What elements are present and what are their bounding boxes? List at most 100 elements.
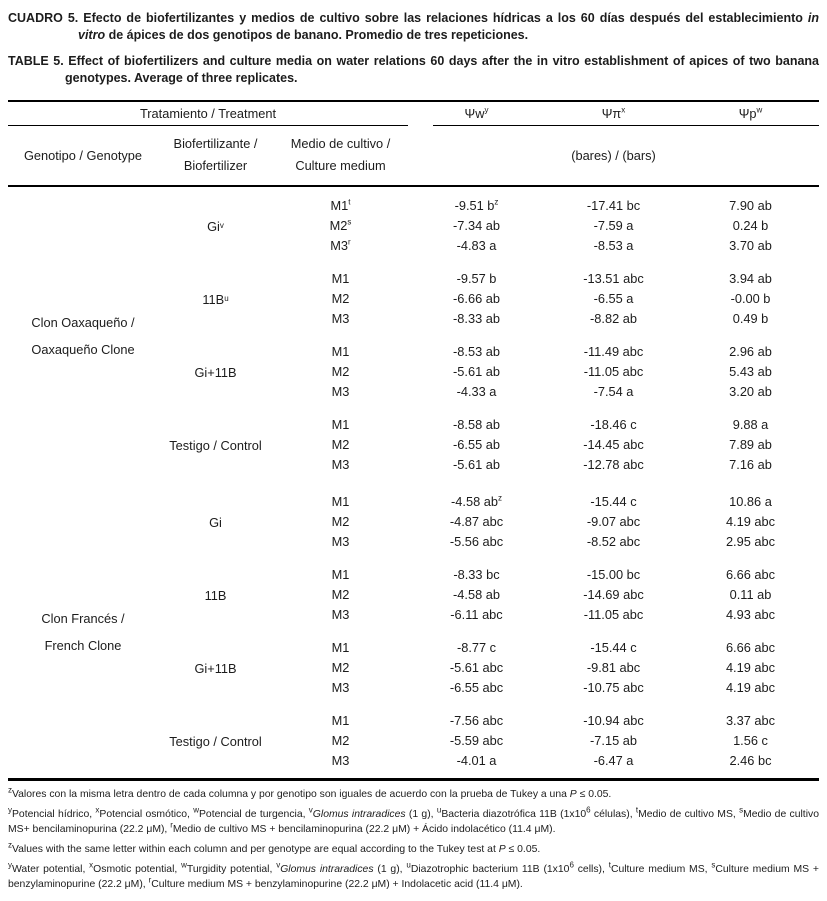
medium-cell: M1	[331, 271, 350, 286]
data-table: Tratamiento / Treatment Ψwy Ψπx Ψpw Geno…	[8, 100, 819, 781]
psi-w-cell: -8.33 bc	[453, 567, 500, 582]
psi-w-cell: -8.58 ab	[453, 417, 500, 432]
psi-pi-cell: -13.51 abc	[583, 271, 644, 286]
psi-p-cell: 7.90 ab	[729, 198, 772, 213]
medium-rows: M1 -8.33 bc -15.00 bc 6.66 abc M2 -4.58 ab -14…	[273, 565, 819, 625]
medium-rows: M1 -7.56 abc -10.94 abc 3.37 abc M2 -5.59 abc…	[273, 711, 819, 771]
psi-p-cell: 4.19 abc	[725, 680, 776, 695]
footnote-abbreviations-spanish: yPotencial hídrico, xPotencial osmótico,…	[8, 805, 819, 835]
psi-pi-cell: -6.47 a	[593, 753, 634, 768]
psi-p-cell: 7.16 ab	[729, 457, 772, 472]
medium-header-line1: Medio de cultivo /	[290, 136, 391, 151]
medium-cell: M2	[331, 364, 350, 379]
table-row: M3 -4.33 a -7.54 a 3.20 ab	[273, 382, 819, 402]
psi-p-cell: 3.20 ab	[729, 384, 772, 399]
psi-pi-cell: -15.44 c	[590, 494, 637, 509]
biofertilizer-label: 11B u	[202, 291, 229, 307]
treatment-block: Testigo / Control M1 -8.58 ab -18.46 c 9.88 …	[158, 415, 819, 475]
medium-cell: M1	[331, 494, 350, 509]
medium-cell: M1	[331, 640, 350, 655]
psi-w-cell: -4.01 a	[456, 753, 497, 768]
psi-p-cell: 1.56 c	[733, 733, 768, 748]
psi-w-cell: -7.56 abc	[449, 713, 504, 728]
table-row: M2 -5.59 abc -7.15 ab 1.56 c	[273, 731, 819, 751]
potentials-group-header: Ψwy Ψπx Ψpw	[408, 102, 819, 126]
medium-cell: M3	[331, 680, 350, 695]
psi-pi-cell: -17.41 bc	[586, 198, 641, 213]
treatment-block: Gi+11B M1 -8.77 c -15.44 c 6.66 abc M2 -5.61 a…	[158, 638, 819, 698]
psi-p-cell: 6.66 abc	[725, 567, 776, 582]
psi-pi-cell: -11.49 abc	[583, 344, 644, 359]
treatment-block: Gi M1 -4.58 abz -15.44 c 10.86 a M2 -4.87 abc -…	[158, 492, 819, 552]
medium-cell: M3	[331, 457, 350, 472]
medium-cell: M1t	[330, 197, 351, 213]
psi-pi-cell: -7.54 a	[593, 384, 634, 399]
table-body: Clon Oaxaqueño / Oaxaqueño Clone Gi v M1t -9.…	[8, 187, 819, 781]
psi-w-cell: -4.58 abz	[451, 493, 502, 509]
psi-w-cell: -6.55 ab	[453, 437, 500, 452]
psi-pi-cell: -14.45 abc	[583, 437, 644, 452]
table-row: M1 -8.58 ab -18.46 c 9.88 a	[273, 415, 819, 435]
psi-pi-cell: -11.05 abc	[583, 364, 644, 379]
psi-pi-cell: -15.00 bc	[586, 567, 641, 582]
biofertilizer-label: Testigo / Control	[169, 437, 262, 453]
psi-pi-cell: -7.59 a	[593, 218, 634, 233]
psi-p-cell: 0.11 ab	[729, 587, 772, 602]
psi-p-cell: 7.89 ab	[729, 437, 772, 452]
psi-w-cell: -7.34 ab	[453, 218, 500, 233]
psi-p-cell: 3.94 ab	[729, 271, 772, 286]
table-row: M2 -5.61 ab -11.05 abc 5.43 ab	[273, 362, 819, 382]
table-title-english: TABLE 5. Effect of biofertilizers and cu…	[8, 54, 819, 85]
table-row: M3 -5.56 abc -8.52 abc 2.95 abc	[273, 532, 819, 552]
medium-cell: M2	[331, 660, 350, 675]
psi-pi-cell: -9.07 abc	[586, 514, 641, 529]
treatment-block: Gi+11B M1 -8.53 ab -11.49 abc 2.96 ab M2 -5.61…	[158, 342, 819, 402]
table-row: M2 -5.61 abc -9.81 abc 4.19 abc	[273, 658, 819, 678]
genotype-header: Genotipo / Genotype	[23, 148, 143, 163]
header-row-top: Tratamiento / Treatment Ψwy Ψπx Ψpw	[8, 102, 819, 126]
table-row: M1 -8.53 ab -11.49 abc 2.96 ab	[273, 342, 819, 362]
psi-w-cell: -5.59 abc	[449, 733, 504, 748]
psi-p-cell: -0.00 b	[730, 291, 771, 306]
table-row: M1 -9.57 b -13.51 abc 3.94 ab	[273, 269, 819, 289]
medium-cell: M1	[331, 713, 350, 728]
treatment-blocks: Gi M1 -4.58 abz -15.44 c 10.86 a M2 -4.87 abc -…	[158, 492, 819, 771]
medium-cell: M2	[331, 587, 350, 602]
psi-pi-cell: -8.53 a	[593, 238, 634, 253]
medium-cell: M2	[331, 291, 350, 306]
psi-w-cell: -8.77 c	[456, 640, 497, 655]
psi-w-cell: -5.61 ab	[453, 364, 500, 379]
treatment-blocks: Gi v M1t -9.51 bz -17.41 bc 7.90 ab M2s -7.34 a…	[158, 196, 819, 475]
psi-p-cell: 6.66 abc	[725, 640, 776, 655]
psi-p-cell: 3.37 abc	[725, 713, 776, 728]
table-row: M3 -4.01 a -6.47 a 2.46 bc	[273, 751, 819, 771]
psi-p-cell: 4.19 abc	[725, 660, 776, 675]
psi-p-cell: 5.43 ab	[729, 364, 772, 379]
biofertilizer-label: Gi v	[207, 218, 224, 234]
medium-cell: M1	[331, 567, 350, 582]
table-row: M2 -6.55 ab -14.45 abc 7.89 ab	[273, 435, 819, 455]
table-row: M2 -4.87 abc -9.07 abc 4.19 abc	[273, 512, 819, 532]
psi-pi-cell: -15.44 c	[590, 640, 637, 655]
table-row: M2 -6.66 ab -6.55 a -0.00 b	[273, 289, 819, 309]
medium-cell: M1	[331, 344, 350, 359]
table-title-spanish: CUADRO 5. Efecto de biofertilizantes y m…	[8, 11, 819, 42]
table-row: M3 -6.11 abc -11.05 abc 4.93 abc	[273, 605, 819, 625]
psi-pi-cell: -18.46 c	[590, 417, 637, 432]
medium-cell: M1	[331, 417, 350, 432]
psi-p-cell: 3.70 ab	[729, 238, 772, 253]
table-row: M3 -6.55 abc -10.75 abc 4.19 abc	[273, 678, 819, 698]
medium-rows: M1 -4.58 abz -15.44 c 10.86 a M2 -4.87 abc -9.…	[273, 492, 819, 552]
footnote-tukey-spanish: zValores con la misma letra dentro de ca…	[8, 785, 612, 800]
medium-header-line2: Culture medium	[295, 158, 386, 173]
medium-rows: M1 -8.53 ab -11.49 abc 2.96 ab M2 -5.61 ab -11…	[273, 342, 819, 402]
header-row-sub: Genotipo / Genotype Biofertilizante / Bi…	[8, 126, 819, 185]
units-header: (bares) / (bars)	[571, 148, 656, 163]
psi-w-cell: -4.58 ab	[453, 587, 500, 602]
psi-pi-cell: -7.15 ab	[590, 733, 637, 748]
medium-cell: M2	[331, 514, 350, 529]
treatment-subheaders: Genotipo / Genotype Biofertilizante / Bi…	[8, 126, 408, 185]
medium-cell: M2	[331, 733, 350, 748]
psi-pi-cell: -9.81 abc	[586, 660, 641, 675]
psi-p-cell: 2.96 ab	[729, 344, 772, 359]
